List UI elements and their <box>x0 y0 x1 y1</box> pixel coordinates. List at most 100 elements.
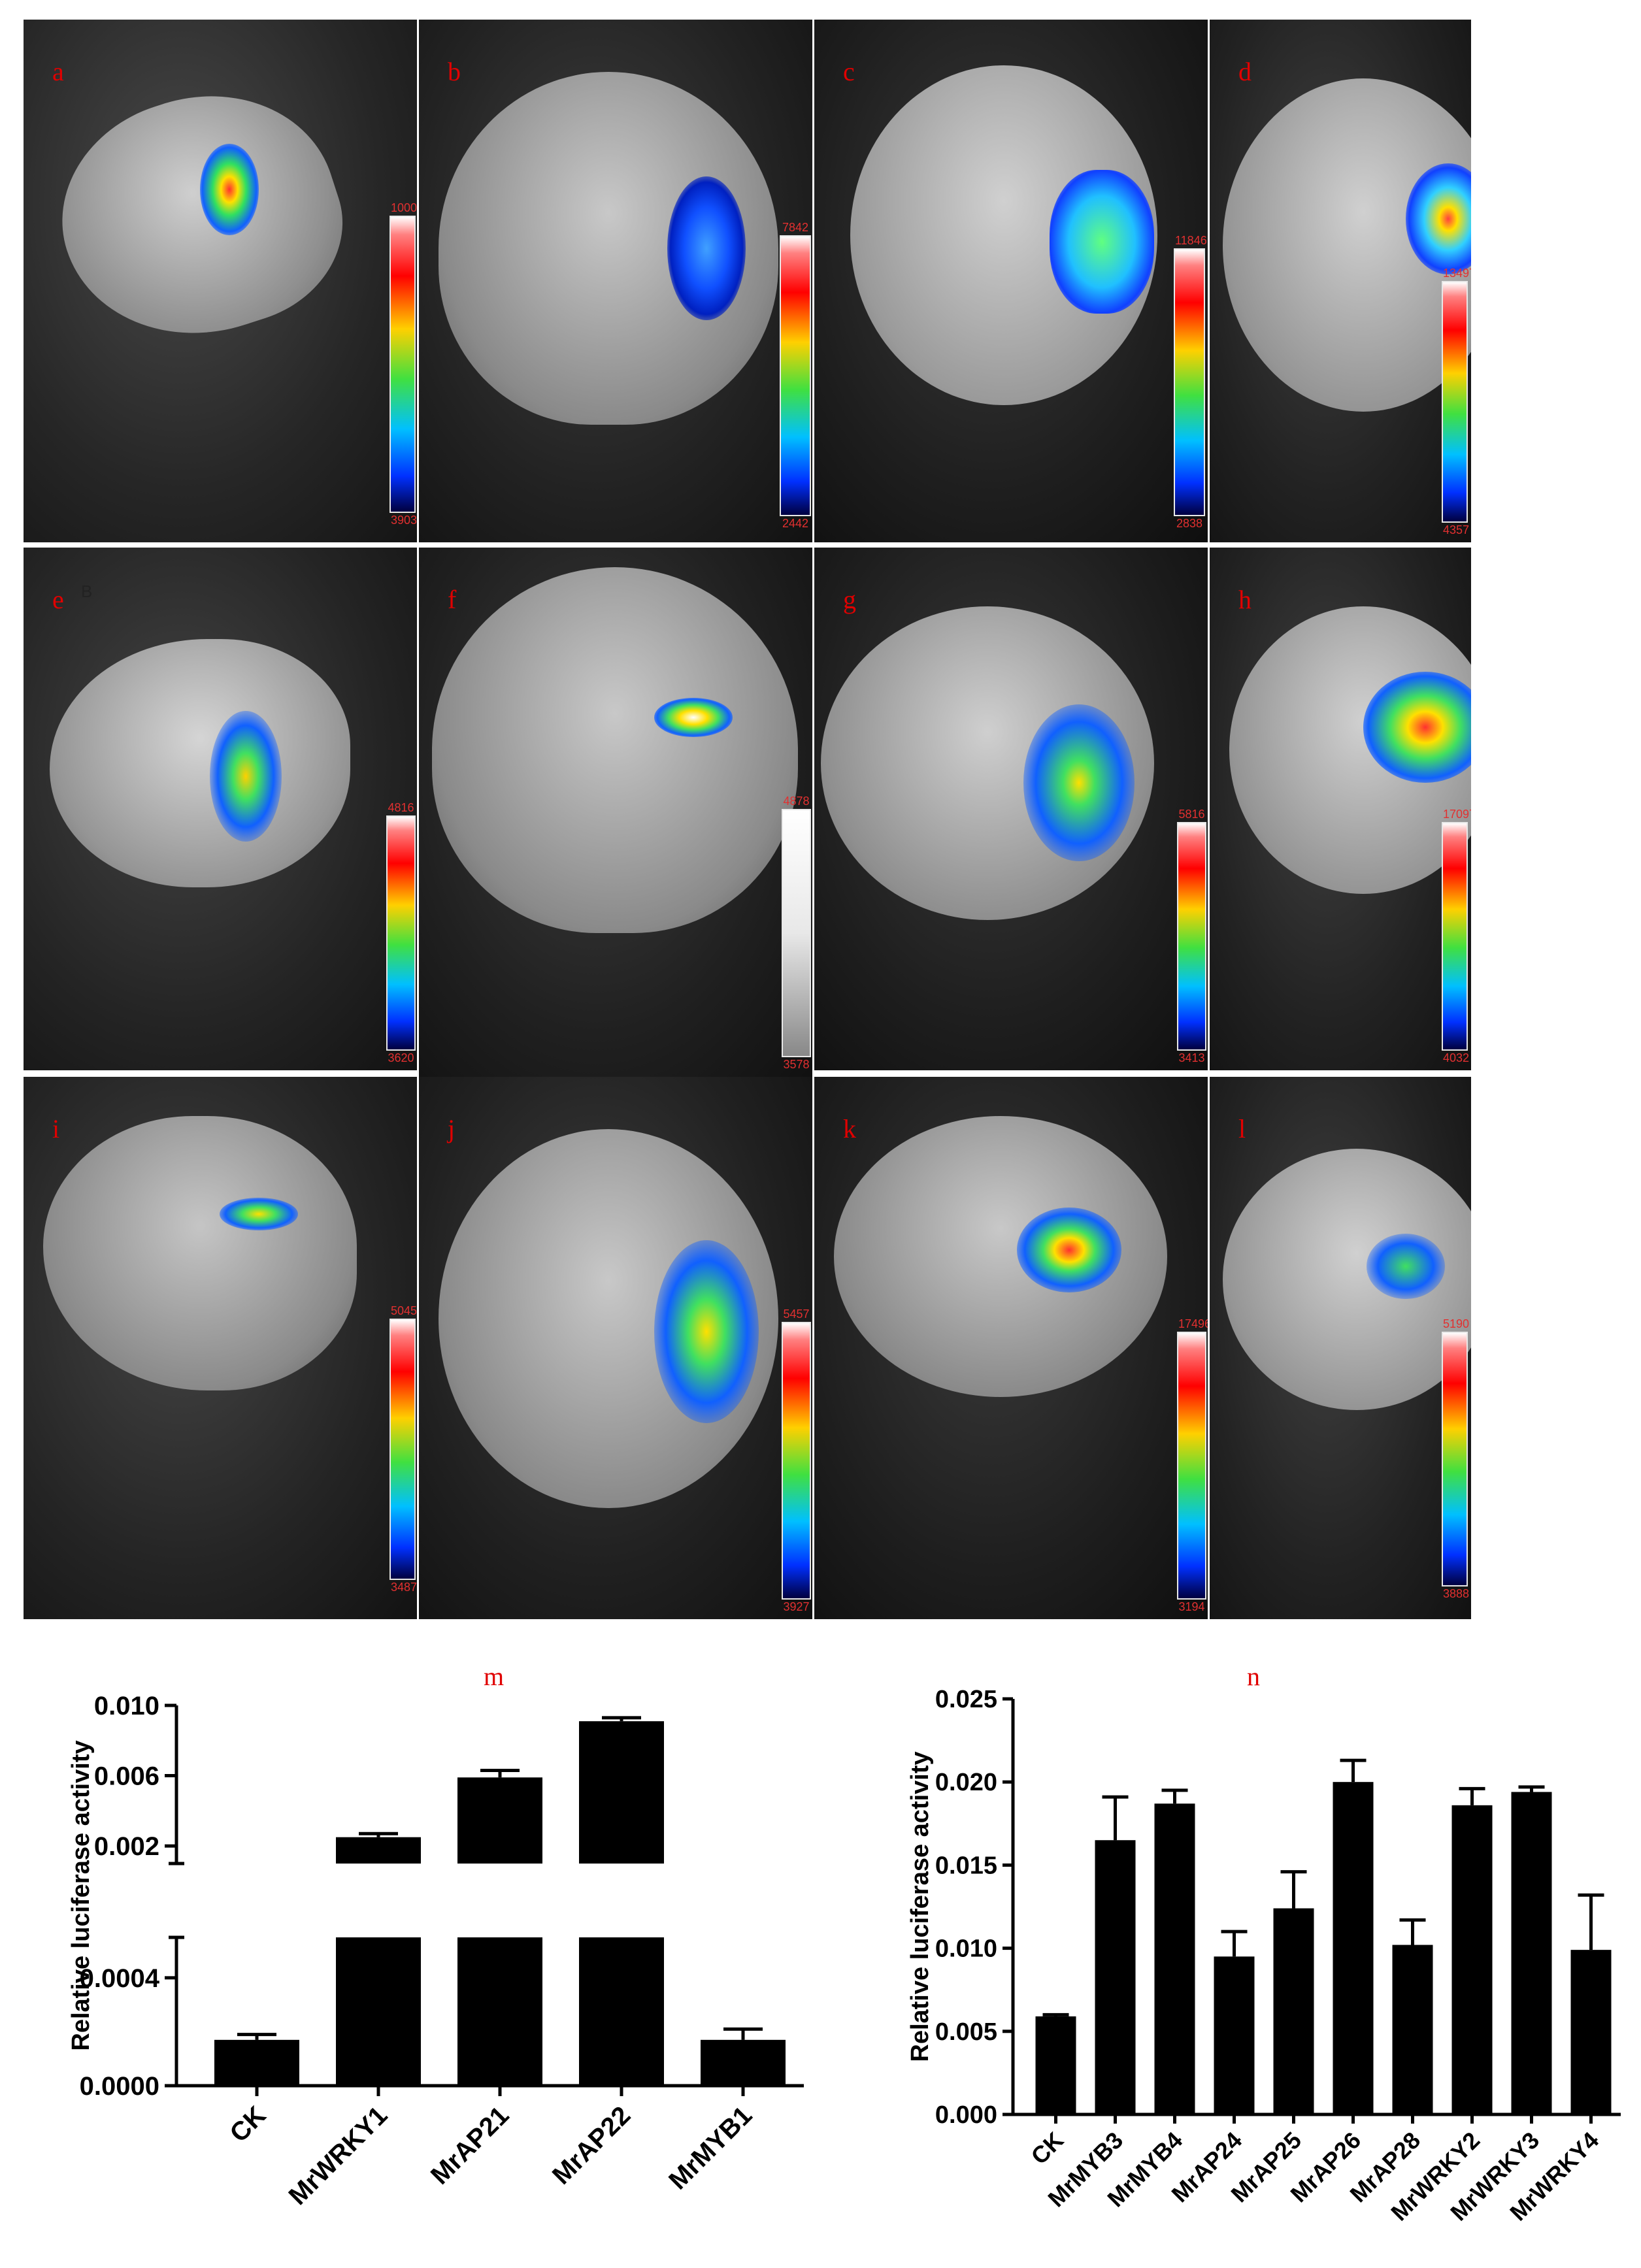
color-scale-max: 17496 <box>1178 1317 1208 1330</box>
color-scale-bar: 11846 2838 <box>1174 234 1207 530</box>
color-scale-min: 4032 <box>1443 1051 1470 1064</box>
panel-letter: g <box>843 585 856 614</box>
panel-letter: e <box>52 585 64 614</box>
bar <box>701 2039 786 2086</box>
color-scale-max: 17097 <box>1443 808 1471 821</box>
color-scale-min: 3927 <box>783 1600 810 1613</box>
panel-letter: h <box>1238 585 1251 614</box>
bar <box>457 1777 542 1864</box>
bar <box>1451 1805 1493 2114</box>
bar <box>336 1837 421 1864</box>
panel-letter: f <box>448 585 457 614</box>
y-tick-label: 0.025 <box>935 1686 997 1713</box>
luminescence-spot <box>1367 1234 1445 1299</box>
bar <box>1392 1945 1433 2114</box>
color-scale-max: 5816 <box>1178 808 1205 821</box>
leaf-image-grid: a 10000 3903 b 7842 2442 c 11846 2838 d … <box>24 20 1471 1620</box>
color-scale-min: 3487 <box>391 1581 417 1594</box>
luminescence-spot <box>1050 170 1154 314</box>
leaf-panel-i: i 5045 3487 <box>24 1077 417 1619</box>
chart-n-svg: 0.000 0.005 0.010 0.015 0.020 0.025 Relative l… <box>906 1686 1621 2226</box>
color-scale-max: 13497 <box>1443 267 1471 280</box>
color-scale-bar: 5816 3413 <box>1177 808 1206 1064</box>
bar <box>1333 1782 1374 2114</box>
color-scale-bar: 4816 3620 <box>386 801 416 1064</box>
leaf-panel-d: d 13497 4357 <box>1210 20 1471 542</box>
leaf-panel-h: h 17097 4032 <box>1210 548 1471 1070</box>
bar <box>1511 1792 1552 2114</box>
color-scale-bar: 5045 3487 <box>390 1304 417 1594</box>
panel-letter: k <box>843 1114 856 1143</box>
leaf-panel-j: j 5457 3927 <box>419 1077 812 1619</box>
x-tick-label: MrAP22 <box>547 2101 636 2190</box>
chart-n: 0.000 0.005 0.010 0.015 0.020 0.025 Relative l… <box>869 1647 1641 2261</box>
color-scale-min: 3194 <box>1178 1600 1205 1613</box>
color-scale-max: 10000 <box>391 201 417 214</box>
x-tick-label: MrWRKY1 <box>284 2101 393 2210</box>
x-tick-label: CK <box>224 2101 271 2148</box>
bar <box>579 1721 664 1864</box>
bar <box>1154 1803 1195 2114</box>
x-tick-label: MrMYB1 <box>663 2101 757 2195</box>
leaf-image <box>432 567 798 933</box>
bar <box>1214 1956 1255 2114</box>
color-scale-min: 2838 <box>1176 517 1203 530</box>
luminescence-spot <box>1363 672 1471 783</box>
color-scale-bar: 7842 2442 <box>780 221 811 530</box>
chart-m-svg: 0.0000 0.0004 0.002 0.006 0.010 Relative luci… <box>67 1692 804 2210</box>
color-scale-min: 3620 <box>388 1051 414 1064</box>
luminescence-spot <box>654 1240 759 1423</box>
color-scale-bar: 4878 3578 <box>782 795 811 1071</box>
bar <box>1570 1950 1612 2114</box>
leaf-panel-f: f 4878 3578 <box>419 548 812 1083</box>
luminescence-spot <box>210 711 282 842</box>
y-axis-label: Relative luciferase activity <box>906 1751 934 2062</box>
luminescence-spot <box>1406 163 1471 274</box>
leaf-image <box>43 1116 357 1390</box>
color-scale-bar: 10000 3903 <box>390 201 417 527</box>
color-scale-max: 4816 <box>388 801 414 814</box>
y-tick-label: 0.006 <box>94 1762 159 1791</box>
y-tick-label: 0.0000 <box>80 2072 159 2101</box>
color-scale-bar: 5190 3888 <box>1442 1317 1469 1600</box>
panel-letter: i <box>52 1114 60 1143</box>
y-axis-label: Relative luciferase activity <box>67 1740 95 2050</box>
color-scale-max: 5045 <box>391 1304 417 1317</box>
luminescence-spot <box>1023 704 1135 861</box>
color-scale-max: 11846 <box>1175 234 1207 247</box>
y-tick-label: 0.010 <box>94 1692 159 1720</box>
color-scale-bar: 17097 4032 <box>1442 808 1471 1064</box>
bar <box>1273 1908 1314 2114</box>
y-tick-label: 0.000 <box>935 2101 997 2129</box>
chart-m: 0.0000 0.0004 0.002 0.006 0.010 Relative luci… <box>0 1647 817 2261</box>
panel-letter: b <box>448 57 461 86</box>
color-scale-min: 2442 <box>782 517 809 530</box>
color-scale-bar: 13497 4357 <box>1442 267 1471 536</box>
leaf-image <box>50 639 350 887</box>
color-scale-min: 3578 <box>783 1058 810 1071</box>
panel-letter: d <box>1238 57 1251 86</box>
leaf-panel-a: a 10000 3903 <box>24 20 417 542</box>
color-scale-min: 3903 <box>391 514 417 527</box>
y-tick-label: 0.010 <box>935 1935 997 1963</box>
panel-letter-n: n <box>1247 1662 1260 1691</box>
bar <box>457 1937 542 2086</box>
bar <box>579 1937 664 2086</box>
leaf-panel-e: e B 4816 3620 <box>24 548 417 1070</box>
luminescence-spot <box>654 698 733 737</box>
color-scale-max: 5190 <box>1443 1317 1470 1330</box>
color-scale-max: 7842 <box>782 221 809 234</box>
y-tick-label: 0.002 <box>94 1832 159 1861</box>
panel-letter-m: m <box>484 1662 505 1691</box>
luminescence-spot <box>220 1198 298 1230</box>
y-tick-label: 0.0004 <box>80 1964 160 1993</box>
panel-letter: l <box>1238 1114 1246 1143</box>
x-tick-label: CK <box>1025 2127 1069 2170</box>
stray-mark: B <box>81 582 93 601</box>
bar <box>214 2039 299 2086</box>
bar <box>336 1937 421 2086</box>
color-scale-bar: 17496 3194 <box>1177 1317 1208 1613</box>
x-tick-label: MrAP21 <box>425 2101 514 2190</box>
leaf-panel-l: l 5190 3888 <box>1210 1077 1471 1619</box>
y-tick-label: 0.015 <box>935 1852 997 1879</box>
